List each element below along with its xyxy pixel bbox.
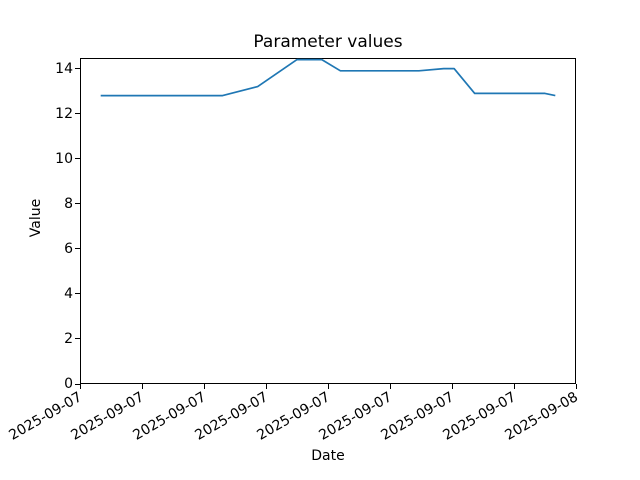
x-tick-mark — [141, 384, 143, 389]
y-axis-label: Value — [28, 198, 44, 238]
y-tick-mark — [75, 248, 80, 250]
axes-frame — [80, 58, 576, 384]
y-tick-label: 2 — [64, 330, 73, 347]
x-tick-mark — [575, 384, 577, 389]
x-tick-mark — [203, 384, 205, 389]
chart-title: Parameter values — [253, 32, 403, 52]
y-tick-mark — [75, 203, 80, 205]
y-tick-mark — [75, 68, 80, 70]
y-tick-mark — [75, 338, 80, 340]
x-tick-mark — [513, 384, 515, 389]
y-tick-label: 6 — [64, 240, 73, 257]
x-tick-mark — [79, 384, 81, 389]
x-tick-mark — [451, 384, 453, 389]
y-tick-label: 0 — [64, 376, 73, 392]
x-tick-mark — [389, 384, 391, 389]
y-tick-mark — [75, 158, 80, 160]
y-tick-label: 4 — [64, 285, 73, 302]
y-tick-label: 14 — [55, 60, 73, 77]
x-tick-mark — [327, 384, 329, 389]
y-tick-mark — [75, 383, 80, 385]
x-tick-mark — [265, 384, 267, 389]
y-tick-label: 8 — [64, 195, 73, 212]
y-tick-label: 12 — [55, 105, 73, 122]
x-axis-label: Date — [311, 448, 345, 464]
data-line — [100, 58, 556, 97]
y-tick-label: 10 — [55, 150, 73, 167]
y-tick-mark — [75, 293, 80, 295]
y-tick-mark — [75, 113, 80, 115]
